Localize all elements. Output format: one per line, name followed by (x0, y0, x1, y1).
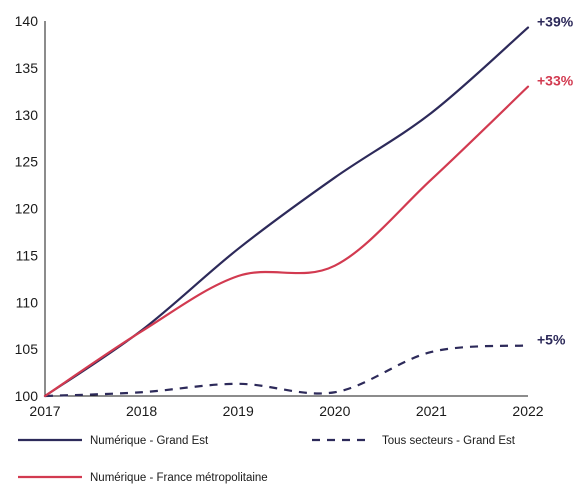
series-line-1 (43, 26, 530, 398)
y-tick-label: 135 (15, 60, 39, 76)
legend-label: Tous secteurs - Grand Est (382, 435, 516, 447)
y-tick-label: 100 (15, 388, 39, 404)
y-tick-label: 110 (16, 294, 39, 310)
y-tick-label: 115 (16, 247, 39, 263)
x-tick-label: 2018 (126, 403, 157, 419)
axes (44, 21, 528, 397)
y-tick-label: 125 (15, 154, 39, 170)
x-tick-label: 2017 (29, 403, 60, 419)
end-value-label: +33% (537, 73, 574, 89)
x-tick-label: 2022 (512, 403, 543, 419)
legend-label: Numérique - France métropolitaine (90, 472, 268, 484)
y-tick-label: 130 (15, 107, 39, 123)
x-tick-label: 2021 (416, 403, 447, 419)
legend-label: Numérique - Grand Est (90, 435, 209, 447)
series-lines (43, 26, 530, 398)
end-value-label: +39% (537, 14, 574, 30)
x-tick-label: 2019 (223, 403, 254, 419)
end-value-label: +5% (537, 331, 566, 347)
legend: Numérique - Grand Est Tous secteurs - Gra… (18, 435, 516, 484)
series-line-2 (44, 344, 529, 398)
y-tick-label: 120 (15, 201, 39, 217)
end-labels: +39% +5% +33% (537, 14, 574, 348)
tick-labels: 100 105 110 115 120 125 130 135 140 2017 2018 2019 2… (15, 13, 544, 419)
series-line-3 (43, 85, 530, 398)
x-tick-label: 2020 (319, 403, 350, 419)
y-tick-label: 105 (15, 341, 39, 357)
y-tick-label: 140 (15, 13, 39, 29)
